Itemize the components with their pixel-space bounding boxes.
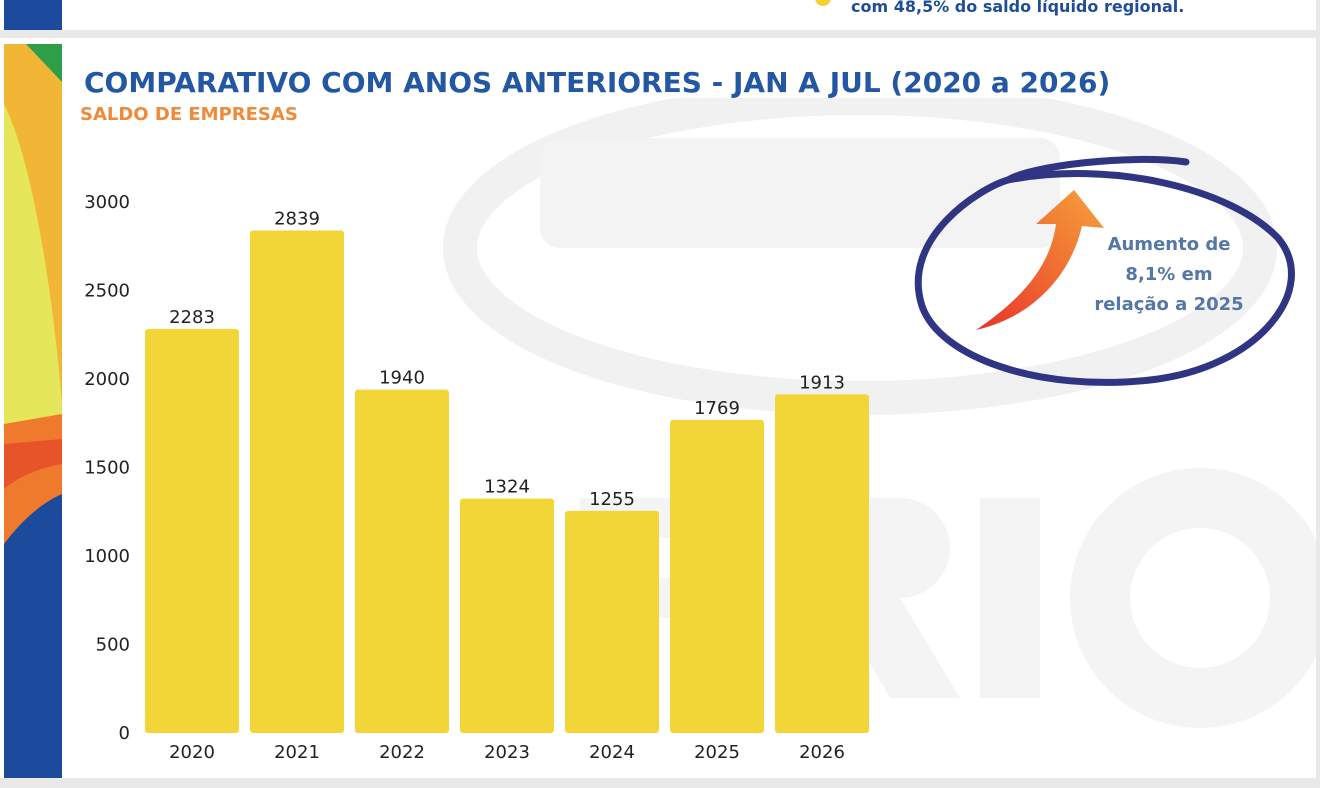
chart-slide: COMPARATIVO COM ANOS ANTERIORES - JAN A … — [0, 38, 1316, 778]
bar-2024 — [565, 510, 659, 733]
circle-highlight — [914, 155, 1295, 386]
callout-line-2: 8,1% em — [1125, 264, 1213, 285]
data-label-2023: 1324 — [484, 477, 530, 498]
x-tick-label: 2024 — [589, 742, 635, 763]
y-tick-label: 2000 — [84, 369, 130, 390]
chart-subtitle: SALDO DE EMPRESAS — [80, 104, 298, 125]
data-label-2020: 2283 — [169, 307, 215, 328]
x-tick-label: 2022 — [379, 742, 425, 763]
callout-line-3: relação a 2025 — [1094, 294, 1244, 315]
data-label-2024: 1255 — [589, 489, 635, 510]
top-yellow-dot — [815, 0, 831, 6]
y-tick-label: 1500 — [84, 458, 130, 479]
callout-line-1: Aumento de — [1107, 234, 1231, 255]
top-blue-bar — [4, 0, 62, 30]
data-label-2021: 2839 — [274, 208, 320, 229]
bar-chart: 0 500 1000 1500 2000 2500 3000 2283 2020 2839 2021… — [84, 192, 869, 763]
bar-2020 — [145, 328, 239, 733]
x-tick-label: 2023 — [484, 742, 530, 763]
bar-2021 — [250, 230, 344, 733]
x-tick-label: 2020 — [169, 742, 215, 763]
data-label-2025: 1769 — [694, 398, 740, 419]
y-tick-label: 3000 — [84, 192, 130, 213]
callout-graphic — [914, 155, 1295, 386]
bar-2023 — [460, 498, 554, 733]
x-tick-label: 2026 — [799, 742, 845, 763]
callout-text: Aumento de 8,1% em relação a 2025 — [1078, 230, 1260, 320]
bar-2026 — [775, 394, 869, 733]
bar-2025 — [670, 419, 764, 733]
y-tick-label: 1000 — [84, 546, 130, 567]
up-arrow-icon — [976, 190, 1104, 330]
previous-slide-strip: com 48,5% do saldo líquido regional. — [0, 0, 1316, 30]
x-tick-label: 2021 — [274, 742, 320, 763]
top-note-text: com 48,5% do saldo líquido regional. — [851, 0, 1185, 16]
data-label-2026: 1913 — [799, 372, 845, 393]
left-decoration — [4, 44, 62, 778]
chart-title: COMPARATIVO COM ANOS ANTERIORES - JAN A … — [84, 66, 1111, 99]
bar-2022 — [355, 389, 449, 733]
y-tick-label: 0 — [119, 723, 130, 744]
y-tick-label: 2500 — [84, 281, 130, 302]
data-label-2022: 1940 — [379, 368, 425, 389]
x-tick-label: 2025 — [694, 742, 740, 763]
y-tick-label: 500 — [96, 635, 130, 656]
